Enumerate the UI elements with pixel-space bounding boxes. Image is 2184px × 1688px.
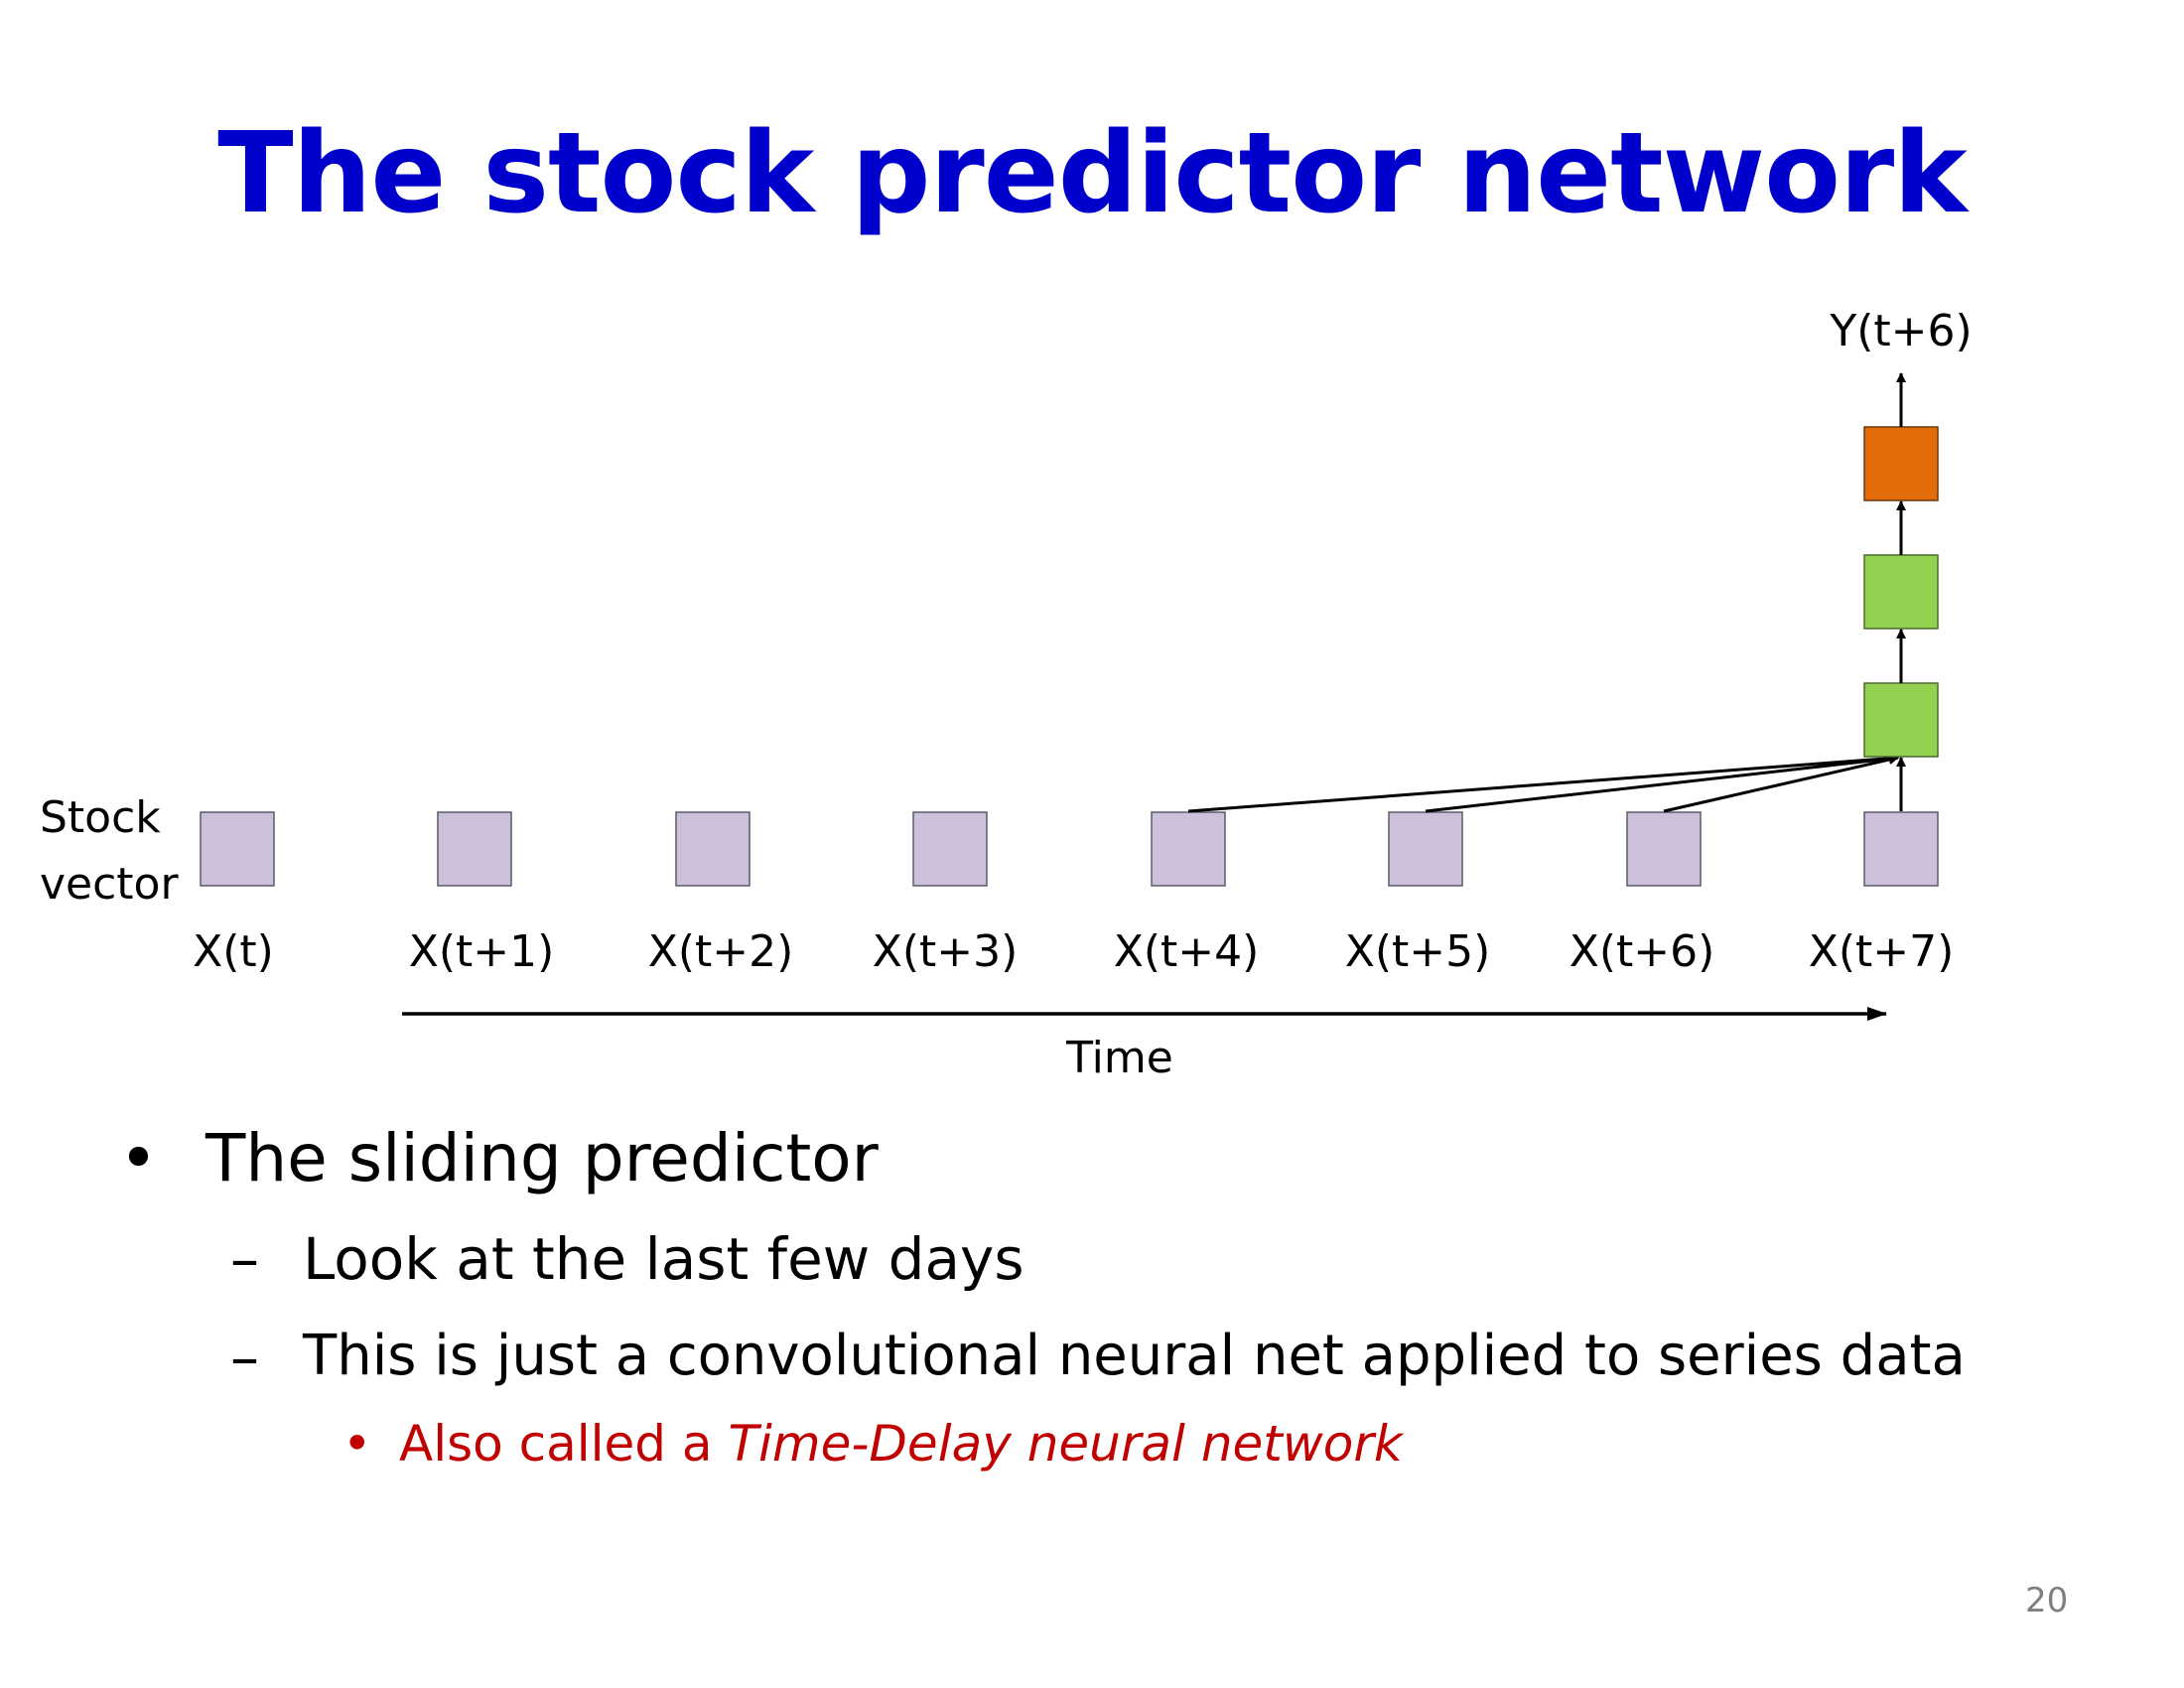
bullet-marker-3: •: [342, 1415, 372, 1473]
bullet-level2-a: Look at the last few days: [303, 1225, 1024, 1293]
input-node-2: [675, 811, 751, 887]
bullet-level1: The sliding predictor: [205, 1120, 879, 1196]
hidden-node-1: [1863, 682, 1939, 758]
stock-vector-label-line2: vector: [40, 859, 179, 910]
input-node-7: [1863, 811, 1939, 887]
bullet-level3-prefix: Also called a: [399, 1415, 729, 1473]
input-label-5: X(t+5): [1345, 926, 1491, 977]
output-node: [1863, 426, 1939, 501]
input-node-4: [1151, 811, 1226, 887]
connection-arrow-x4: [1187, 753, 1899, 813]
bullet-level3-italic: Time-Delay neural network: [728, 1415, 1403, 1473]
bullet-level3: Also called a Time-Delay neural network: [399, 1415, 1403, 1473]
input-node-6: [1626, 811, 1702, 887]
connection-arrow-x5: [1425, 754, 1899, 813]
bullet-marker-1: •: [119, 1120, 158, 1196]
slide-title: The stock predictor network: [217, 109, 1968, 238]
input-label-4: X(t+4): [1114, 926, 1260, 977]
stock-vector-label-line1: Stock: [40, 792, 161, 843]
input-node-0: [200, 811, 275, 887]
input-label-0: X(t): [193, 926, 274, 977]
input-node-1: [437, 811, 512, 887]
bullet-level2-b: This is just a convolutional neural net …: [303, 1324, 1966, 1388]
page-number: 20: [2025, 1581, 2069, 1620]
dash-marker-1: –: [230, 1225, 259, 1293]
input-node-3: [912, 811, 988, 887]
dash-marker-2: –: [230, 1324, 259, 1391]
input-node-5: [1388, 811, 1463, 887]
connection-arrow-x6: [1663, 755, 1899, 813]
input-label-2: X(t+2): [648, 926, 794, 977]
input-label-3: X(t+3): [873, 926, 1019, 977]
input-label-1: X(t+1): [409, 926, 555, 977]
time-label: Time: [1065, 1033, 1173, 1083]
input-label-6: X(t+6): [1570, 926, 1715, 977]
output-label: Y(t+6): [1829, 306, 1972, 356]
hidden-node-2: [1863, 554, 1939, 630]
input-label-7: X(t+7): [1809, 926, 1955, 977]
